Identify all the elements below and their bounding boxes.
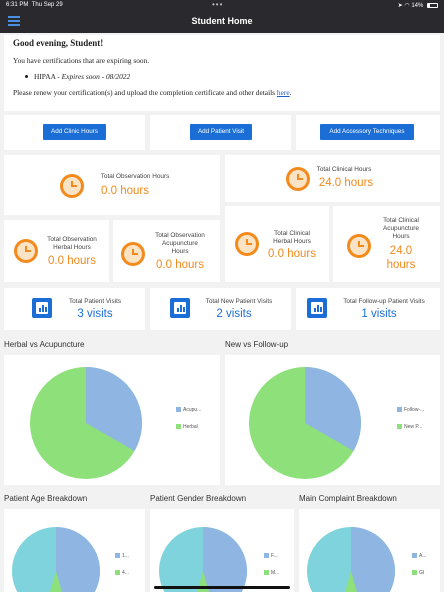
new-vs-followup-title: New vs Follow-up (225, 340, 289, 349)
legend-item: Follow-... (397, 407, 424, 413)
legend-item: M... (264, 570, 279, 576)
alert-intro: You have certifications that are expirin… (13, 56, 150, 65)
home-indicator[interactable] (154, 586, 290, 589)
gender-breakdown-title: Patient Gender Breakdown (150, 494, 247, 503)
followup-visits-card: Total Follow-up Patient Visits 1 visits (296, 288, 440, 330)
cert-item: HIPAA - Expires soon - 08/2022 (13, 72, 431, 81)
clock-icon (286, 167, 310, 191)
clock-icon (235, 232, 259, 256)
legend-item: Acupu... (176, 407, 201, 413)
total-visits-label: Total Patient Visits (68, 298, 122, 305)
gender-breakdown-chart: F... M... (150, 509, 294, 592)
observation-herbal-label: Total Observation Herbal Hours (47, 236, 97, 251)
followup-visits-value: 1 visits (361, 308, 397, 320)
herbal-vs-acupuncture-chart: Acupu... Herbal (4, 355, 220, 485)
total-visits-value: 3 visits (77, 308, 113, 320)
observation-acupuncture-card: Total Observation Acupuncture Hours 0.0 ho… (113, 220, 220, 282)
legend-item: GI (412, 570, 424, 576)
new-vs-followup-chart: Follow-... New P... (225, 355, 440, 485)
clinical-herbal-value: 0.0 hours (268, 248, 316, 260)
clock-icon (14, 239, 38, 263)
chart-icon (170, 298, 190, 318)
complaint-breakdown-chart: A... GI (299, 509, 440, 592)
legend-item: 1... (115, 553, 129, 559)
observation-hours-label: Total Observation Hours (100, 173, 170, 180)
age-breakdown-chart: 1... 4... (4, 509, 145, 592)
legend-item: 4... (115, 570, 129, 576)
page-title: Student Home (191, 16, 253, 26)
clinical-acupuncture-label: Total Clinical Acupuncture Hours (383, 217, 419, 240)
add-accessory-techniques-button[interactable]: Add Accessory Techniques (320, 124, 414, 140)
observation-hours-card: Total Observation Hours 0.0 hours (4, 155, 220, 215)
observation-hours-value: 0.0 hours (101, 185, 149, 197)
chart-icon (32, 298, 52, 318)
clinical-acupuncture-value: 24.0 hours (386, 245, 416, 272)
renew-link[interactable]: here (276, 88, 290, 97)
observation-acupuncture-value: 0.0 hours (156, 259, 204, 271)
observation-herbal-value: 0.0 hours (48, 255, 96, 267)
pie-slice-complaint-3 (345, 571, 357, 592)
location-icon: ➤ (397, 3, 403, 9)
legend-item: A... (412, 553, 427, 559)
complaint-breakdown-title: Main Complaint Breakdown (299, 494, 397, 503)
wifi-icon: ◠ (404, 3, 410, 9)
clock-icon (347, 234, 371, 258)
observation-herbal-card: Total Observation Herbal Hours 0.0 hours (4, 220, 109, 282)
pie-slice-age-3 (50, 571, 62, 592)
multitask-dots[interactable]: ••• (212, 0, 224, 9)
pie-slice-complaint-2 (351, 527, 395, 592)
new-visits-label: Total New Patient Visits (205, 298, 273, 305)
total-visits-card: Total Patient Visits 3 visits (4, 288, 145, 330)
clinical-herbal-card: Total Clinical Herbal Hours 0.0 hours (225, 206, 329, 282)
status-right: ➤ ◠ 14% (398, 2, 438, 9)
clinical-hours-value: 24.0 hours (318, 177, 374, 189)
legend-item: Herbal (176, 424, 198, 430)
add-clinic-hours-button[interactable]: Add Clinic Hours (43, 124, 106, 140)
pie-slice-followup (305, 367, 362, 451)
certification-alert: Good evening, Student! You have certific… (4, 35, 440, 111)
battery-icon (427, 3, 438, 8)
clinical-acupuncture-card: Total Clinical Acupuncture Hours 24.0 hours (333, 206, 440, 282)
clock-icon (60, 174, 84, 198)
pie-slice-age-2 (56, 527, 100, 592)
clinical-hours-card: Total Clinical Hours 24.0 hours (225, 155, 440, 202)
battery-percent: 14% (411, 3, 424, 9)
greeting: Good evening, Student! (13, 38, 104, 48)
clinical-herbal-label: Total Clinical Herbal Hours (273, 230, 311, 245)
nav-bar: Student Home (0, 10, 444, 33)
pie-slice-acupuncture (86, 367, 143, 451)
status-bar: 6:31 PM Thu Sep 29 ••• ➤ ◠ 14% (0, 0, 444, 10)
chart-icon (307, 298, 327, 318)
legend-item: F... (264, 553, 278, 559)
age-breakdown-title: Patient Age Breakdown (4, 494, 88, 503)
menu-icon[interactable] (8, 16, 20, 26)
new-visits-value: 2 visits (216, 308, 252, 320)
legend-item: New P... (397, 424, 422, 430)
clinical-hours-label: Total Clinical Hours (316, 166, 372, 173)
add-patient-visit-button[interactable]: Add Patient Visit (190, 124, 252, 140)
visit-card: Add Patient Visit (150, 115, 291, 150)
status-time: 6:31 PM Thu Sep 29 (6, 2, 63, 8)
herbal-vs-acupuncture-title: Herbal vs Acupuncture (4, 340, 85, 349)
new-visits-card: Total New Patient Visits 2 visits (150, 288, 291, 330)
followup-visits-label: Total Follow-up Patient Visits (343, 298, 425, 305)
accessory-card: Add Accessory Techniques (296, 115, 440, 150)
clinic-card: Add Clinic Hours (4, 115, 145, 150)
pie-slice-gender-2 (203, 527, 247, 592)
renew-text: Please renew your certification(s) and u… (13, 88, 292, 97)
observation-acupuncture-label: Total Observation Acupuncture Hours (155, 232, 205, 255)
clock-icon (121, 242, 145, 266)
